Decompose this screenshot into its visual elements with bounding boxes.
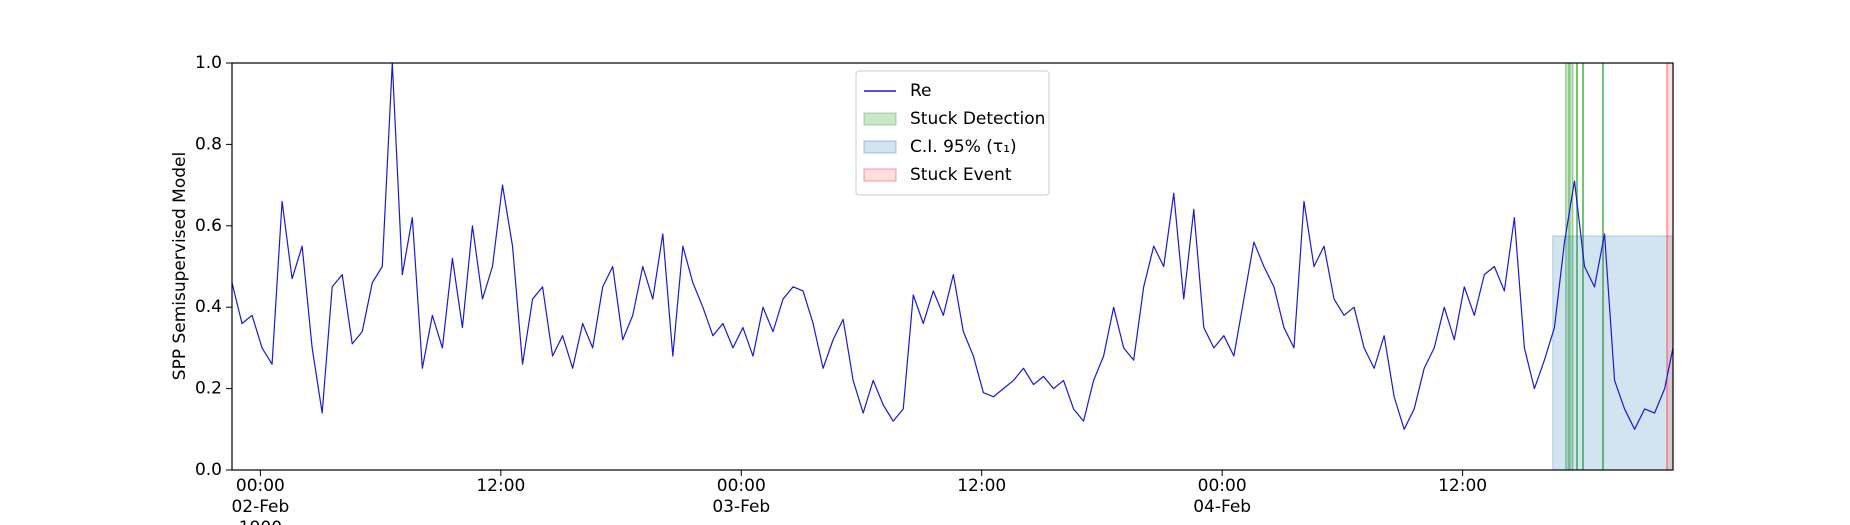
y-tick-label: 1.0 bbox=[195, 53, 222, 73]
y-tick-label: 0.4 bbox=[195, 297, 222, 317]
y-tick-label: 0.8 bbox=[195, 134, 222, 154]
legend-label: Stuck Detection bbox=[910, 109, 1045, 129]
x-tick-label: 00:00 03-Feb bbox=[712, 476, 770, 517]
x-tick-label-line: 12:00 bbox=[1438, 476, 1487, 496]
x-tick-label: 12:00 bbox=[1438, 476, 1487, 496]
x-tick-label-line: 02-Feb bbox=[231, 497, 289, 517]
x-tick-label-line: 03-Feb bbox=[712, 497, 770, 517]
x-tick-label-line: 12:00 bbox=[476, 476, 525, 496]
x-tick-label-line: 04-Feb bbox=[1193, 497, 1251, 517]
legend: Re Stuck Detection C.I. 95% (τ₁) Stuck Even… bbox=[855, 70, 1050, 196]
legend-patch bbox=[863, 140, 897, 154]
x-tick-label-line: 00:00 bbox=[717, 476, 766, 496]
plot-frame bbox=[231, 62, 1674, 471]
legend-patch bbox=[863, 168, 897, 182]
x-tick-label-line: 12:00 bbox=[957, 476, 1006, 496]
y-tick-label: 0.6 bbox=[195, 216, 222, 236]
legend-label: Re bbox=[910, 81, 932, 101]
legend-patch bbox=[863, 112, 897, 126]
line-series bbox=[231, 62, 1674, 430]
x-tick-label-line: 1900 bbox=[239, 518, 282, 525]
span bbox=[1666, 62, 1674, 471]
x-tick-label: 12:00 bbox=[957, 476, 1006, 496]
x-tick-label: 12:00 bbox=[476, 476, 525, 496]
legend-box bbox=[855, 70, 1050, 196]
span-group bbox=[1666, 62, 1674, 471]
x-tick-label: 00:00 04-Feb bbox=[1193, 476, 1251, 517]
legend-label: Stuck Event bbox=[910, 165, 1012, 185]
legend-label: C.I. 95% (τ₁) bbox=[910, 137, 1017, 157]
y-tick-label: 0.2 bbox=[195, 379, 222, 399]
x-tick-label-line: 00:00 bbox=[1198, 476, 1247, 496]
y-axis-label: SPP Semisupervised Model bbox=[170, 152, 190, 380]
x-tick-label-line: 00:00 bbox=[236, 476, 285, 496]
y-tick-label: 0.0 bbox=[195, 460, 222, 480]
